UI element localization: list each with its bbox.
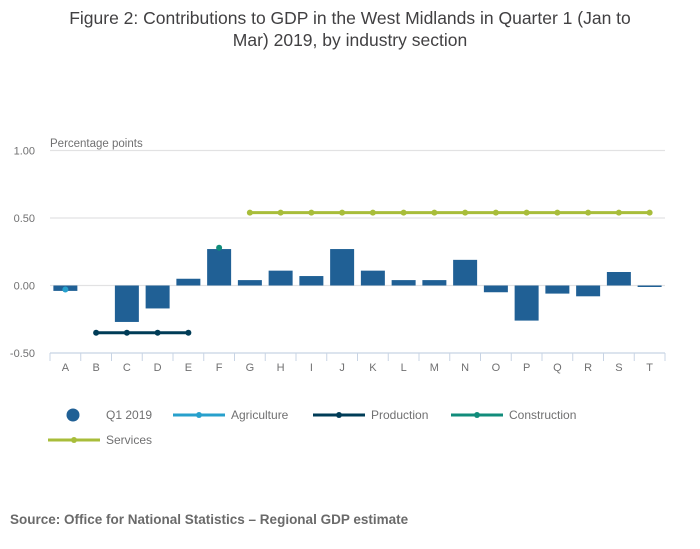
y-axis-ticks: 1.00 0.50 0.00 -0.50 — [10, 146, 35, 361]
legend-line-icon — [313, 412, 365, 418]
bar-D — [145, 285, 170, 309]
bar-P — [514, 285, 539, 321]
x-tick-label: O — [492, 362, 501, 374]
series-point — [431, 209, 438, 216]
legend-item-agriculture[interactable]: Agriculture — [173, 405, 288, 425]
bar-C — [114, 285, 139, 322]
chart-title: Figure 2: Contributions to GDP in the We… — [0, 7, 700, 51]
series-point — [400, 209, 407, 216]
series-point — [492, 209, 499, 216]
legend-line-icon — [173, 412, 225, 418]
series-point — [277, 209, 284, 216]
legend-label: Agriculture — [231, 408, 289, 422]
bar-J — [330, 249, 355, 286]
bar-Q — [545, 285, 570, 294]
x-tick-label: T — [646, 362, 653, 374]
x-tick-label: Q — [553, 362, 562, 374]
series-point — [154, 329, 161, 336]
bar-O — [483, 285, 508, 293]
bar-H — [268, 270, 293, 286]
chart-title-line-2: Mar) 2019, by industry section — [232, 30, 468, 50]
y-tick-label: -0.50 — [10, 348, 35, 360]
series-point — [93, 329, 100, 336]
x-tick-label: R — [584, 362, 592, 374]
x-tick-label: C — [123, 362, 131, 374]
series-point — [646, 209, 653, 216]
series-point — [585, 209, 592, 216]
bar-series — [53, 249, 662, 322]
bar-M — [422, 280, 447, 286]
bar-R — [576, 285, 601, 297]
line-series — [62, 209, 653, 336]
y-tick-label: 1.00 — [14, 146, 35, 158]
bar-T — [637, 285, 662, 287]
series-point — [185, 329, 192, 336]
x-tick-label: D — [154, 362, 162, 374]
bar-S — [606, 272, 631, 286]
series-point — [554, 209, 561, 216]
series-point — [123, 329, 130, 336]
x-tick-label: E — [185, 362, 192, 374]
legend-item-services[interactable]: Services — [48, 430, 152, 450]
bar-K — [360, 270, 385, 286]
legend-label: Q1 2019 — [106, 408, 153, 422]
x-tick-label: S — [615, 362, 622, 374]
line-series-production — [93, 329, 192, 336]
series-point — [523, 209, 530, 216]
source-note: Source: Office for National Statistics –… — [10, 512, 409, 527]
x-tick-label: B — [92, 362, 99, 374]
legend-dot-icon — [66, 408, 80, 422]
series-point — [462, 209, 469, 216]
x-tick-label: I — [310, 362, 313, 374]
legend-label: Production — [371, 408, 429, 422]
x-tick-label: L — [401, 362, 407, 374]
legend-label: Services — [106, 433, 153, 447]
series-point — [62, 286, 69, 293]
line-series-agriculture — [62, 286, 69, 293]
line-series-construction — [216, 244, 223, 251]
series-point — [615, 209, 622, 216]
x-tick-label: N — [461, 362, 469, 374]
legend-line-icon — [48, 437, 100, 443]
legend-item-production[interactable]: Production — [313, 405, 428, 425]
legend-item-construction[interactable]: Construction — [451, 405, 576, 425]
bar-F — [207, 249, 232, 286]
x-tick-label: A — [62, 362, 70, 374]
chart-title-line-1: Figure 2: Contributions to GDP in the We… — [69, 8, 631, 28]
bar-L — [391, 280, 416, 286]
legend-label: Construction — [509, 408, 577, 422]
series-point — [308, 209, 315, 216]
bar-G — [237, 280, 262, 286]
legend-item-q1-2019[interactable]: Q1 2019 — [60, 405, 152, 425]
series-point — [216, 244, 223, 251]
x-tick-label: K — [369, 362, 377, 374]
legend-line-icon — [451, 412, 503, 418]
line-series-services — [246, 209, 653, 216]
bar-E — [176, 278, 201, 286]
x-tick-label: M — [430, 362, 439, 374]
x-tick-label: P — [523, 362, 530, 374]
series-point — [246, 209, 253, 216]
bar-I — [299, 276, 324, 286]
chart-plot: Percentage points 1.00 0.50 0.00 -0.50 A B C D… — [10, 138, 666, 374]
x-tick-label: F — [216, 362, 223, 374]
x-tick-label: G — [246, 362, 255, 374]
x-tick-label: H — [277, 362, 285, 374]
gridlines — [50, 149, 665, 287]
x-tick-label: J — [339, 362, 345, 374]
series-point — [339, 209, 346, 216]
y-tick-label: 0.00 — [14, 281, 35, 293]
y-tick-label: 0.50 — [14, 213, 35, 225]
y-axis-label: Percentage points — [50, 138, 143, 150]
series-point — [369, 209, 376, 216]
x-axis: A B C D E F G H I J K L M N O P Q R S T — [49, 352, 666, 374]
bar-N — [453, 259, 478, 286]
